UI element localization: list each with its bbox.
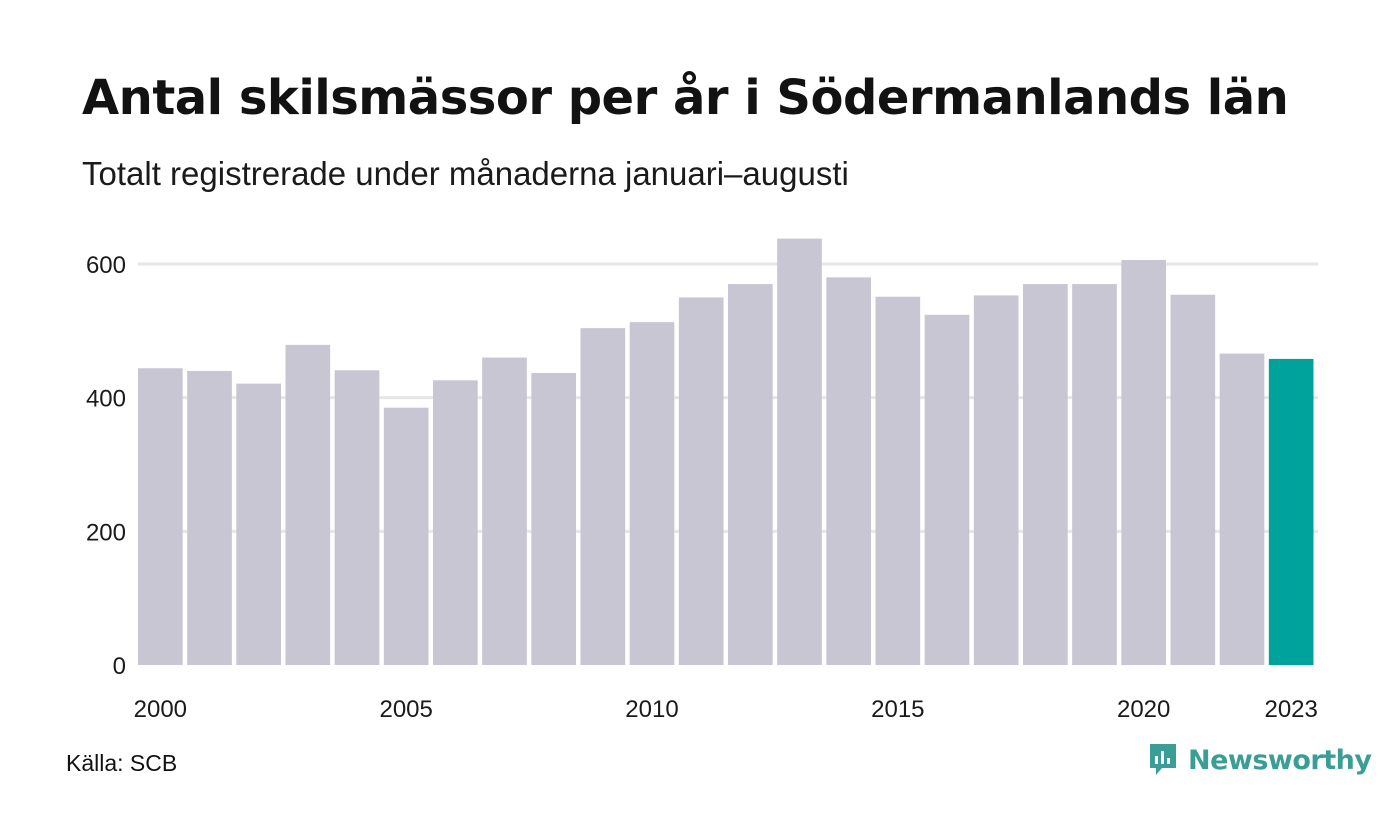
bar-2003 [285, 344, 331, 665]
bar-2010 [629, 322, 675, 665]
newsworthy-logo-icon [1150, 744, 1176, 775]
bar-2016 [924, 314, 970, 665]
x-tick-label: 2000 [134, 696, 187, 723]
bar-2021 [1170, 294, 1216, 665]
y-tick-label: 0 [113, 653, 126, 680]
bar-2009 [580, 328, 626, 665]
bar-2001 [187, 370, 232, 665]
bar-2002 [236, 383, 281, 665]
y-tick-label: 200 [86, 519, 126, 546]
bar-2015 [875, 296, 921, 665]
bar-2019 [1072, 284, 1117, 665]
x-tick-label: 2020 [1117, 696, 1170, 723]
bar-2018 [1023, 284, 1068, 665]
x-tick-label: 2023 [1264, 696, 1317, 723]
chart-subtitle: Totalt registrerade under månaderna janu… [82, 155, 849, 192]
y-tick-label: 400 [86, 386, 126, 413]
x-axis-ticks: 2000 2005 2010 2015 2020 2023 [134, 696, 1318, 723]
source-label: Källa: SCB [66, 750, 178, 776]
bar-2005 [383, 407, 429, 665]
bar-2004 [334, 370, 380, 665]
x-tick-label: 2010 [625, 696, 678, 723]
y-tick-label: 600 [86, 252, 126, 279]
x-tick-label: 2015 [871, 696, 924, 723]
brand: Newsworthy [1148, 742, 1372, 778]
bar-2014 [826, 277, 871, 665]
bars [138, 238, 1314, 665]
x-tick-label: 2005 [379, 696, 432, 723]
y-axis-ticks: 0 200 400 600 [86, 252, 126, 680]
bar-2020 [1121, 259, 1166, 665]
bar-2022 [1219, 353, 1265, 665]
bar-2023 [1268, 358, 1314, 665]
bar-2000 [138, 368, 183, 665]
bar-chart: 0 200 400 600 2000 2005 2010 2015 2020 2023 [86, 238, 1318, 723]
chart-title: Antal skilsmässor per år i Södermanlands… [82, 70, 1289, 126]
bar-2017 [973, 295, 1019, 665]
bar-2008 [531, 372, 576, 665]
bar-2007 [482, 357, 527, 665]
bar-2013 [777, 238, 822, 665]
bar-2011 [678, 297, 724, 665]
bar-2006 [433, 380, 478, 665]
brand-name: Newsworthy [1188, 744, 1372, 776]
bar-2012 [728, 284, 773, 665]
